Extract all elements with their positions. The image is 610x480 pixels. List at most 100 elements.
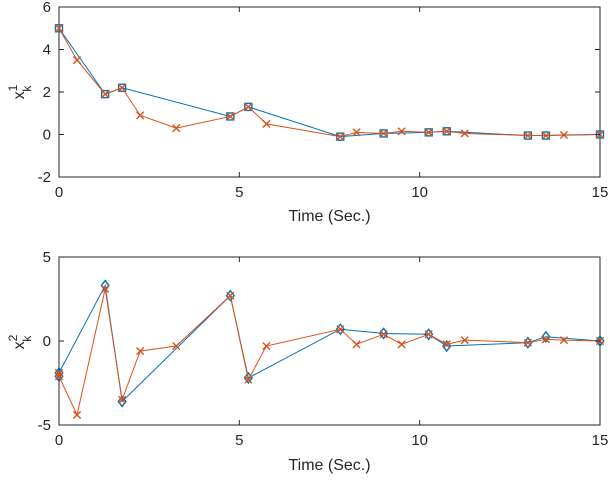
x-tick-label: 10 — [411, 432, 428, 449]
data-point-x-stroke — [541, 131, 550, 140]
data-point-x-stroke — [397, 340, 406, 349]
subplot-2: 0 5 10 15-505 Time (Sec.) x2k — [6, 249, 608, 474]
data-point-x-stroke — [118, 395, 127, 404]
x-tick-label: 0 — [55, 184, 63, 201]
plot-area-1 — [58, 6, 601, 178]
data-point-x-stroke — [352, 340, 361, 349]
data-point-x-stroke — [54, 24, 64, 33]
data-point-diamond — [442, 339, 452, 353]
y-axis-title-2-base: x — [11, 341, 28, 349]
data-point-x — [54, 368, 64, 378]
x-tick-label: 5 — [235, 184, 243, 201]
data-point-x-stroke — [460, 129, 469, 138]
data-point-x — [460, 336, 469, 345]
data-point-x-stroke — [136, 346, 145, 356]
y-axis-title-2-sup: 2 — [6, 334, 20, 341]
data-point-x — [442, 127, 451, 136]
data-point-diamond — [117, 395, 127, 408]
series-line-orange-x — [58, 28, 601, 138]
y-axis-title-1-base: x — [11, 91, 28, 99]
data-point-x — [262, 119, 271, 128]
y-axis-title-1: x1k — [6, 84, 34, 99]
data-point-x-stroke — [54, 372, 64, 381]
data-point-x-stroke — [523, 131, 532, 140]
data-point-x-stroke — [72, 410, 82, 420]
data-point-x — [397, 340, 406, 349]
data-point-x — [424, 128, 433, 137]
data-point-x — [379, 330, 388, 339]
data-point-x-stroke — [262, 119, 271, 128]
data-point-x-stroke — [244, 102, 253, 111]
y-axis-title-2-sub: k — [20, 335, 34, 342]
data-point-x-stroke — [559, 130, 569, 140]
data-point-x-stroke — [397, 127, 406, 136]
data-point-x-stroke — [352, 128, 361, 137]
data-point-x — [336, 132, 345, 141]
data-point-square — [100, 89, 110, 99]
y-tick-label: -5 — [38, 417, 51, 434]
data-point-x — [262, 341, 271, 351]
data-point-x-stroke — [442, 340, 451, 349]
data-point-x-stroke — [172, 341, 181, 351]
data-point-x — [244, 375, 253, 384]
data-point-square — [117, 83, 127, 92]
x-tick-label: 15 — [592, 432, 609, 449]
data-point-x-stroke — [336, 132, 345, 141]
y-tick-label: 6 — [43, 0, 51, 16]
data-point-x — [397, 127, 406, 136]
data-point-x-stroke — [460, 336, 469, 345]
data-point-x — [172, 341, 181, 351]
data-point-x — [523, 338, 532, 347]
data-point-x-stroke — [523, 338, 532, 347]
data-point-x-stroke — [379, 330, 388, 339]
data-point-x — [523, 131, 532, 140]
data-point-x — [118, 83, 127, 92]
y-tick-label: 0 — [43, 333, 51, 350]
data-point-x — [136, 111, 145, 120]
x-tick-label: 10 — [411, 184, 428, 201]
data-point-x-stroke — [101, 284, 110, 294]
data-point-x — [336, 325, 345, 334]
data-point-x — [379, 129, 388, 138]
data-point-x-stroke — [172, 124, 181, 133]
plot-area-2 — [58, 256, 601, 426]
data-point-x-stroke — [424, 128, 433, 137]
y-tick-label: 0 — [43, 127, 51, 144]
data-point-x — [101, 284, 110, 294]
y-axis-title-2: x2k — [6, 334, 34, 349]
y-tick-label: 2 — [43, 84, 51, 101]
data-point-x-stroke — [262, 341, 271, 351]
data-point-square — [244, 102, 253, 112]
data-point-x — [54, 24, 64, 33]
data-point-x-stroke — [424, 330, 433, 339]
data-point-square — [54, 24, 64, 33]
data-point-x-stroke — [226, 291, 235, 300]
data-point-x-stroke — [336, 325, 345, 334]
data-point-x — [244, 102, 253, 111]
y-tick-label: 5 — [43, 249, 51, 266]
data-point-x — [54, 372, 64, 381]
data-point-x — [442, 340, 451, 349]
data-point-x — [72, 56, 82, 65]
data-point-x-stroke — [101, 90, 110, 99]
data-point-x-stroke — [54, 368, 64, 378]
x-tick-label: 15 — [592, 184, 609, 201]
data-point-x — [352, 128, 361, 137]
data-point-x — [559, 336, 569, 345]
data-point-x-stroke — [226, 112, 235, 121]
data-point-x-stroke — [559, 336, 569, 345]
data-point-diamond — [541, 330, 551, 343]
data-point-x — [72, 410, 82, 420]
data-point-x — [101, 90, 110, 99]
data-point-x — [118, 395, 127, 404]
x-tick-label: 5 — [235, 432, 243, 449]
data-point-x — [226, 291, 235, 300]
data-point-x-stroke — [244, 375, 253, 384]
y-axis-title-1-sub: k — [20, 85, 34, 92]
data-point-x — [226, 112, 235, 121]
y-tick-label: -2 — [38, 169, 51, 186]
data-point-x — [424, 330, 433, 339]
x-axis-title-1: Time (Sec.) — [288, 208, 370, 225]
